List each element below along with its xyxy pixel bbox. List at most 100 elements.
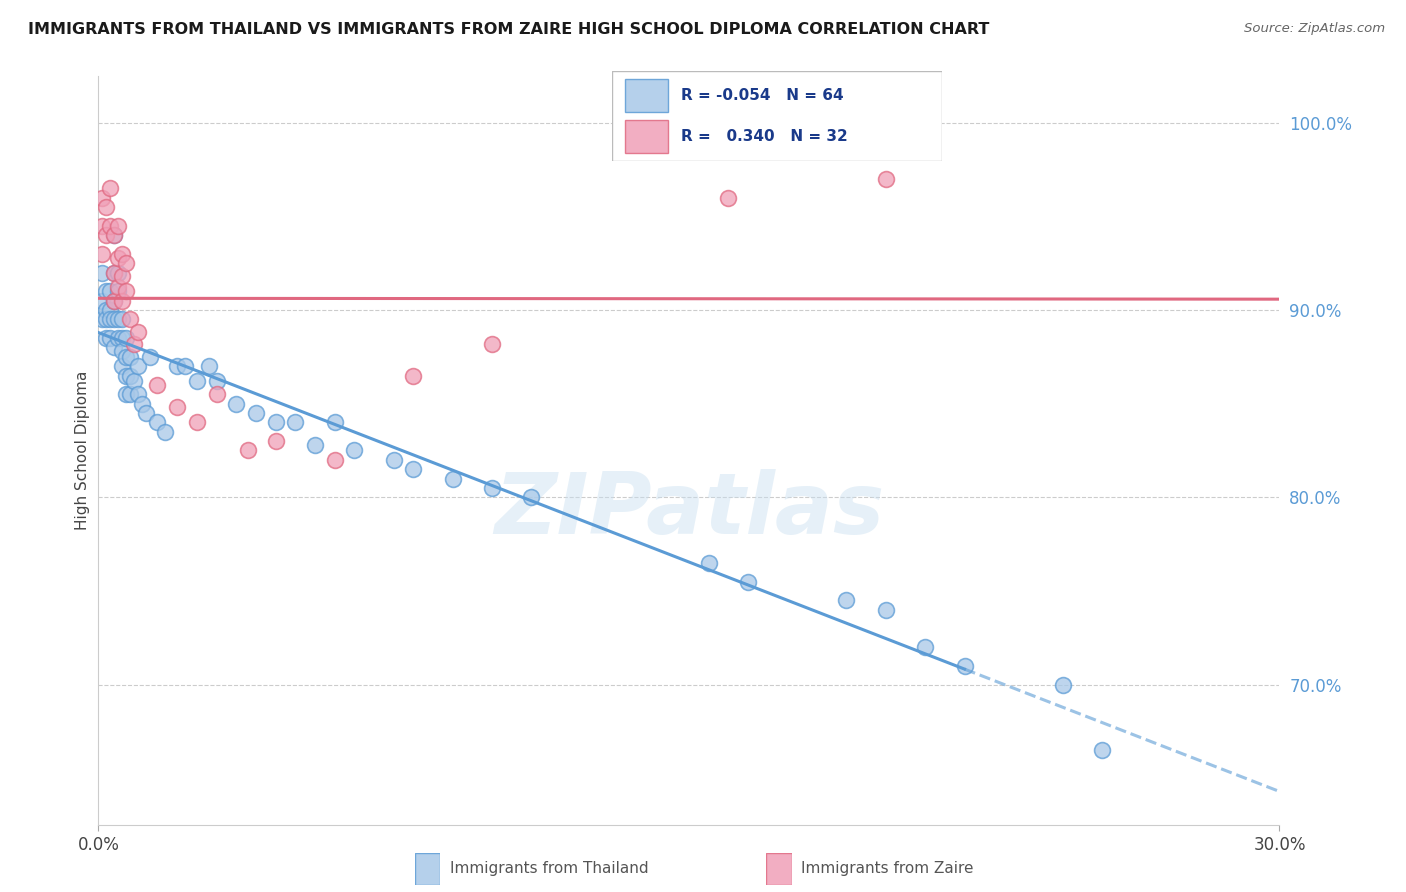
Point	[122, 336, 145, 351]
Point	[91, 219, 114, 233]
Point	[402, 462, 425, 476]
Point	[717, 191, 740, 205]
Point	[245, 406, 267, 420]
Point	[96, 284, 118, 298]
Point	[174, 359, 197, 373]
Point	[481, 481, 503, 495]
Point	[205, 374, 228, 388]
Point	[96, 200, 118, 214]
Point	[111, 293, 134, 308]
Point	[111, 312, 134, 326]
Point	[107, 280, 129, 294]
Point	[1091, 743, 1114, 757]
Point	[146, 416, 169, 430]
Point	[107, 251, 129, 265]
Point	[186, 374, 208, 388]
Point	[118, 312, 141, 326]
Point	[111, 359, 134, 373]
Point	[107, 219, 129, 233]
Point	[737, 574, 759, 589]
Point	[122, 374, 145, 388]
Point	[115, 350, 138, 364]
Point	[91, 312, 114, 326]
Point	[103, 293, 125, 308]
Point	[264, 416, 287, 430]
Point	[98, 181, 121, 195]
Point	[98, 302, 121, 317]
Point	[323, 416, 346, 430]
Point	[236, 443, 259, 458]
Point	[127, 326, 149, 340]
Point	[103, 227, 125, 242]
Point	[118, 350, 141, 364]
Point	[382, 453, 405, 467]
Point	[107, 331, 129, 345]
Point	[166, 359, 188, 373]
Point	[103, 312, 125, 326]
Point	[103, 265, 125, 279]
Point	[96, 227, 118, 242]
Point	[103, 293, 125, 308]
Text: ZIPatlas: ZIPatlas	[494, 469, 884, 552]
Point	[107, 312, 129, 326]
Text: Immigrants from Thailand: Immigrants from Thailand	[450, 862, 648, 876]
Point	[111, 269, 134, 284]
Point	[115, 256, 138, 270]
Point	[441, 471, 464, 485]
Point	[146, 377, 169, 392]
Point	[697, 556, 720, 570]
Point	[98, 219, 121, 233]
Text: Immigrants from Zaire: Immigrants from Zaire	[801, 862, 974, 876]
Point	[875, 603, 897, 617]
Point	[402, 368, 425, 383]
Point	[98, 331, 121, 345]
Point	[115, 368, 138, 383]
Point	[481, 336, 503, 351]
Point	[111, 344, 134, 359]
Point	[284, 416, 307, 430]
Point	[91, 246, 114, 260]
Bar	[624, 120, 668, 153]
Point	[107, 265, 129, 279]
Point	[98, 312, 121, 326]
Point	[107, 284, 129, 298]
Point	[264, 434, 287, 449]
Point	[343, 443, 366, 458]
Point	[323, 453, 346, 467]
Point	[205, 387, 228, 401]
Text: Source: ZipAtlas.com: Source: ZipAtlas.com	[1244, 22, 1385, 36]
Bar	[624, 79, 668, 112]
Point	[127, 387, 149, 401]
Point	[115, 284, 138, 298]
Point	[91, 191, 114, 205]
Point	[127, 359, 149, 373]
Point	[914, 640, 936, 655]
Point	[111, 331, 134, 345]
Point	[186, 416, 208, 430]
Point	[91, 293, 114, 308]
Y-axis label: High School Diploma: High School Diploma	[75, 371, 90, 530]
Point	[103, 340, 125, 354]
Point	[91, 265, 114, 279]
Point	[835, 593, 858, 607]
Point	[225, 396, 247, 410]
Point	[115, 387, 138, 401]
Text: R =   0.340   N = 32: R = 0.340 N = 32	[681, 129, 848, 144]
Point	[520, 490, 543, 504]
Text: IMMIGRANTS FROM THAILAND VS IMMIGRANTS FROM ZAIRE HIGH SCHOOL DIPLOMA CORRELATIO: IMMIGRANTS FROM THAILAND VS IMMIGRANTS F…	[28, 22, 990, 37]
Point	[103, 265, 125, 279]
Point	[131, 396, 153, 410]
Point	[135, 406, 157, 420]
Point	[155, 425, 177, 439]
Point	[111, 246, 134, 260]
Point	[138, 350, 160, 364]
Point	[304, 438, 326, 452]
FancyBboxPatch shape	[612, 71, 942, 161]
Point	[197, 359, 219, 373]
Point	[98, 284, 121, 298]
Point	[953, 659, 976, 673]
Point	[96, 331, 118, 345]
Text: R = -0.054   N = 64: R = -0.054 N = 64	[681, 88, 844, 103]
Point	[115, 331, 138, 345]
Point	[118, 387, 141, 401]
